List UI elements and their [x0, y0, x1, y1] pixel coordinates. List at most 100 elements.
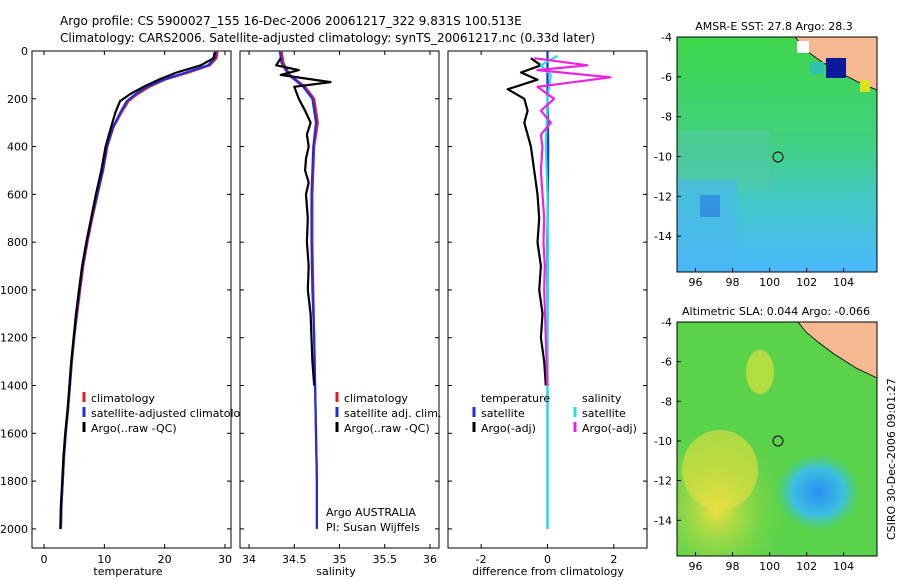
salinity-plot-frame [239, 50, 440, 549]
x-tick-label: 2 [610, 553, 617, 566]
header-line-2: Climatology: CARS2006. Satellite-adjuste… [60, 31, 595, 45]
legend-sal-satellite: satellite [582, 407, 626, 420]
temperature-plot-frame [31, 50, 232, 549]
legend-argo: Argo(..raw -QC) [91, 422, 177, 435]
y-tick-label: -14 [654, 514, 672, 527]
salinity-axes: 34 34.5 35 35.5 36 [240, 50, 439, 566]
legend-climatology: climatology [344, 392, 408, 405]
sst-map-panel: AMSR-E SST: 27.8 Argo: 28.3 96 98 100 102 10… [654, 20, 878, 289]
y-tick-label: 200 [7, 93, 28, 106]
y-tick-label: 0 [21, 45, 28, 58]
x-tick-label: 104 [833, 276, 854, 289]
x-tick-label: 10 [97, 553, 111, 566]
legend-satellite-adjusted: satellite-adjusted climatology [91, 407, 254, 420]
series-line-difference-1 [506, 57, 547, 386]
y-tick-label: -8 [661, 395, 672, 408]
sla-high-anomaly-west [682, 430, 758, 510]
x-tick-label: 98 [726, 560, 740, 573]
y-tick-label: 1200 [0, 332, 28, 345]
sla-map-title: Altimetric SLA: 0.044 Argo: -0.066 [682, 305, 870, 318]
difference-axes: -2 0 2 [448, 50, 647, 566]
x-tick-label: 36 [423, 553, 437, 566]
sla-low-anomaly [774, 452, 862, 532]
legend-salinity-header: salinity [582, 392, 622, 405]
salinity-xlabel: salinity [316, 565, 356, 578]
x-tick-label: 102 [796, 276, 817, 289]
series-line-difference-3 [534, 57, 612, 386]
y-tick-label: 800 [7, 236, 28, 249]
x-tick-label: 96 [689, 560, 703, 573]
sst-warm-coastal-patch [860, 80, 870, 92]
sst-map-title: AMSR-E SST: 27.8 Argo: 28.3 [695, 20, 853, 33]
salinity-panel: 34 34.5 35 35.5 36 climatology satellite adj… [239, 50, 441, 578]
y-tick-label: 1000 [0, 284, 28, 297]
legend-sal-argo: Argo(-adj) [582, 422, 637, 435]
sla-high-anomaly-north [746, 350, 774, 394]
x-tick-label: 98 [726, 276, 740, 289]
temperature-axes: 0 10 20 30 0 200 400 600 800 1000 1200 1400 1600 1800… [0, 45, 232, 566]
y-tick-label: -12 [654, 475, 672, 488]
x-tick-label: 34.5 [282, 553, 307, 566]
temperature-series [59, 50, 219, 529]
credit-timestamp: CSIRO 30-Dec-2006 09:01:27 [885, 378, 898, 540]
difference-series [506, 51, 612, 529]
y-tick-label: -10 [654, 150, 672, 163]
sst-cold-spot [700, 195, 720, 217]
x-tick-label: 20 [158, 553, 172, 566]
legend-temp-satellite: satellite [481, 407, 525, 420]
sst-map-axes: 96 98 100 102 104 -4 -6 -8 -10 -12 -14 [654, 31, 854, 289]
x-tick-label: 96 [689, 276, 703, 289]
x-tick-label: 0 [544, 553, 551, 566]
y-tick-label: -6 [661, 71, 672, 84]
x-tick-label: 0 [41, 553, 48, 566]
legend-temp-argo: Argo(-adj) [481, 422, 536, 435]
sst-coastal-patch [810, 62, 824, 74]
y-tick-label: 1400 [0, 380, 28, 393]
x-tick-label: 34 [242, 553, 256, 566]
y-tick-label: -8 [661, 111, 672, 124]
float-owner: Argo AUSTRALIA [326, 506, 416, 519]
y-tick-label: -6 [661, 356, 672, 369]
sla-map-panel: Altimetric SLA: 0.044 Argo: -0.066 96 98 1… [654, 305, 878, 573]
series-line-salinity-1 [278, 50, 318, 529]
sla-map-frame [676, 321, 878, 557]
y-tick-label: 1600 [0, 427, 28, 440]
argo-location-marker [772, 435, 784, 447]
sst-missing-data [797, 41, 809, 53]
sst-map-frame [676, 36, 878, 273]
sst-patch [677, 180, 737, 272]
x-tick-label: 100 [759, 560, 780, 573]
y-tick-label: 600 [7, 188, 28, 201]
x-tick-label: 100 [759, 276, 780, 289]
x-tick-label: 35 [333, 553, 347, 566]
y-tick-label: 2000 [0, 523, 28, 536]
x-tick-label: 102 [796, 560, 817, 573]
legend-satellite-adj-clim: satellite adj. clim. [344, 407, 441, 420]
y-tick-label: -14 [654, 230, 672, 243]
header-line-1: Argo profile: CS 5900027_155 16-Dec-2006… [60, 14, 522, 28]
sla-map-axes: 96 98 100 102 104 -4 -6 -8 -10 -12 -14 [654, 316, 854, 573]
y-tick-label: -4 [661, 31, 672, 44]
series-line-salinity-2 [275, 57, 332, 386]
y-tick-label: -10 [654, 435, 672, 448]
y-tick-label: 1800 [0, 475, 28, 488]
x-tick-label: 104 [833, 560, 854, 573]
y-tick-label: -12 [654, 190, 672, 203]
difference-xlabel: difference from climatology [472, 565, 624, 578]
y-tick-label: -4 [661, 316, 672, 329]
series-line-temperature-2 [59, 51, 216, 529]
salinity-series [275, 50, 332, 529]
legend-argo: Argo(..raw -QC) [344, 422, 430, 435]
x-tick-label: 30 [218, 553, 232, 566]
x-tick-label: 35.5 [372, 553, 397, 566]
y-tick-label: 400 [7, 141, 28, 154]
x-tick-label: -2 [476, 553, 487, 566]
float-pi: PI: Susan Wijffels [326, 521, 420, 534]
argo-location-marker [772, 151, 784, 163]
difference-panel: -2 0 2 temperature salinity satellite Argo… [447, 50, 648, 578]
temperature-xlabel: temperature [93, 565, 162, 578]
sst-cold-coastal-patch [826, 58, 846, 78]
temperature-panel: 0 10 20 30 0 200 400 600 800 1000 1200 1400 1600 1800… [0, 45, 254, 578]
legend-climatology: climatology [91, 392, 155, 405]
